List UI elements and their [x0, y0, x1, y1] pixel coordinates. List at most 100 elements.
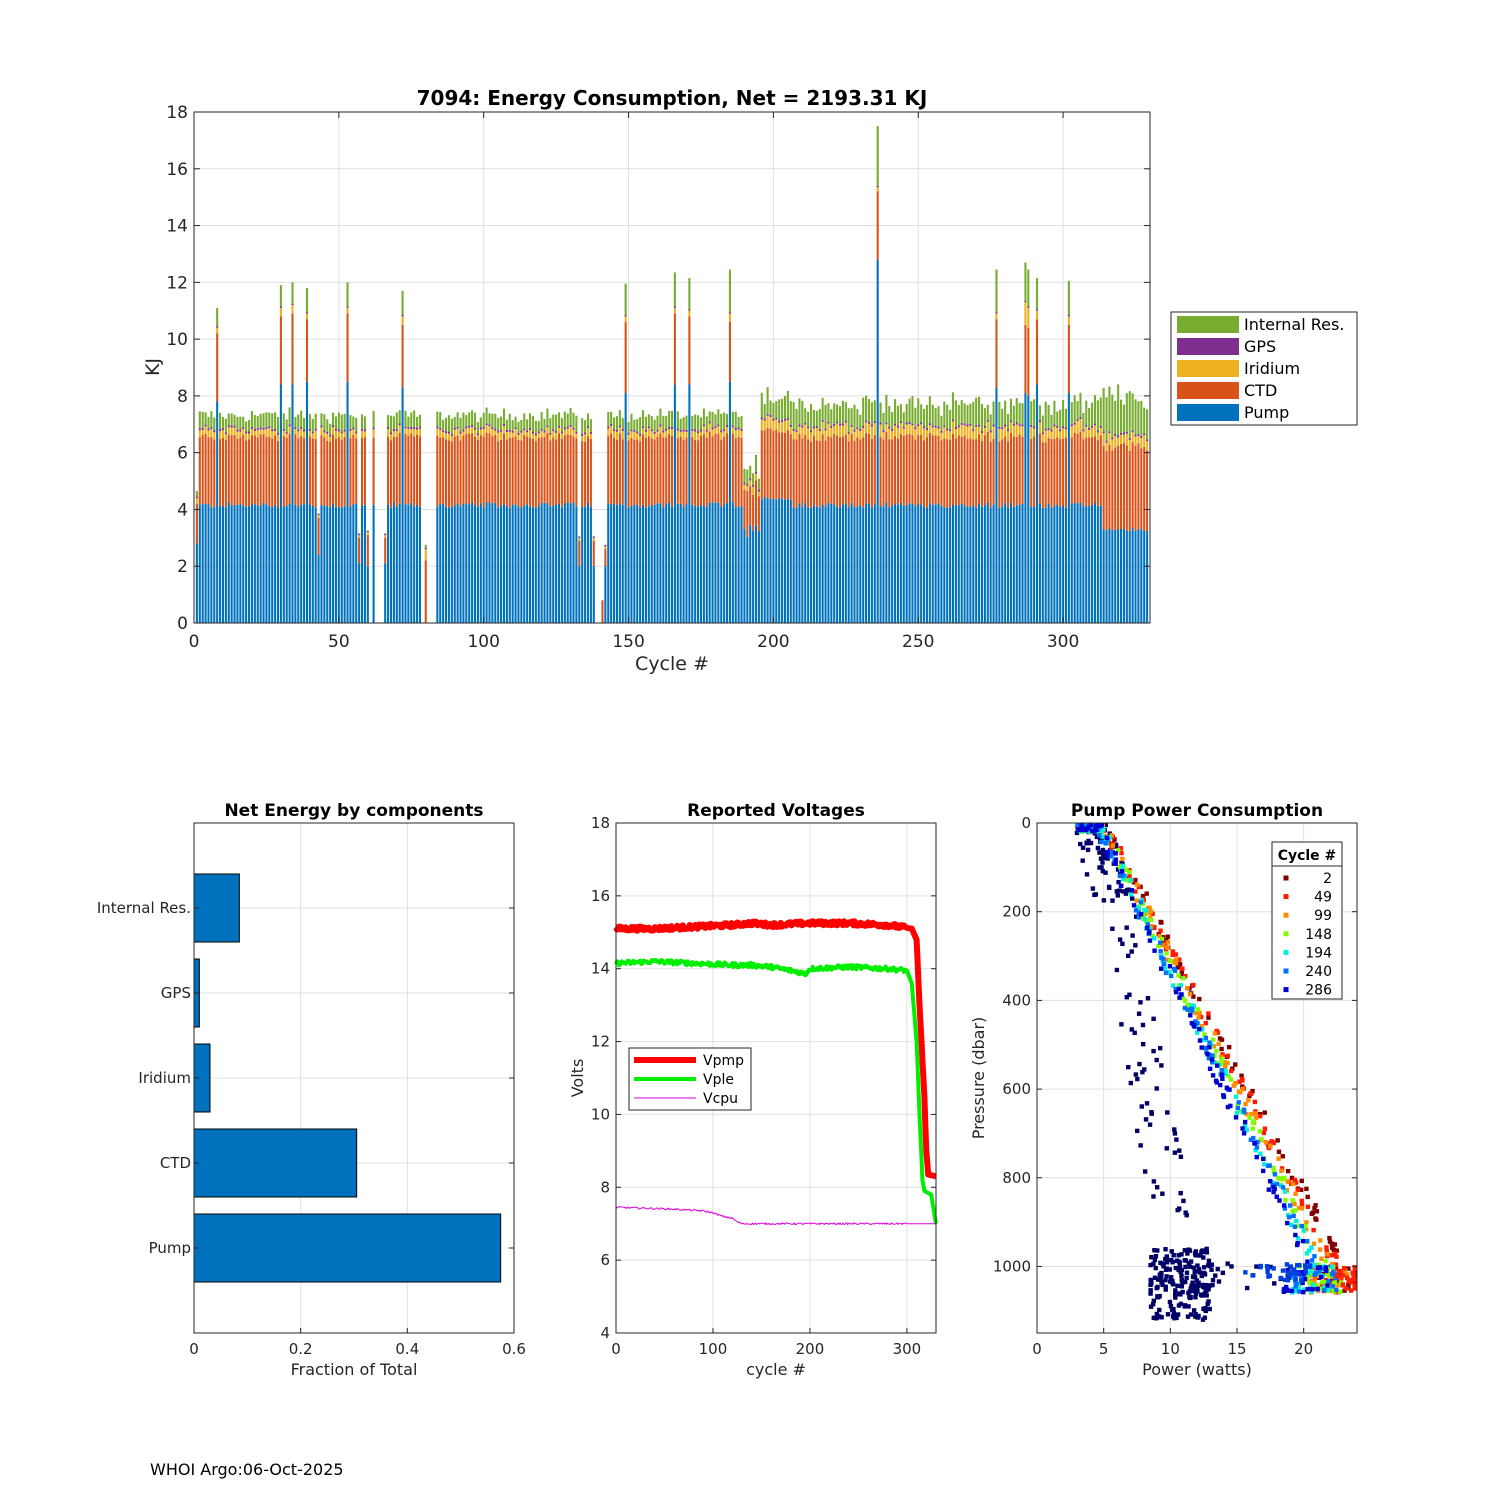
energy-bar-segment: [966, 439, 969, 507]
energy-bar-segment: [1088, 437, 1091, 507]
pump-power-point: [1292, 1224, 1298, 1229]
energy-bar-segment: [639, 507, 642, 623]
energy-bar-segment: [1108, 528, 1111, 623]
energy-bar-segment: [1035, 319, 1039, 385]
energy-bar-segment: [899, 421, 902, 424]
energy-bar-segment: [456, 503, 459, 623]
energy-bar-segment: [410, 412, 413, 427]
energy-bar-segment: [1082, 412, 1085, 430]
energy-bar-segment: [659, 408, 662, 425]
energy-bar-segment: [485, 432, 488, 503]
energy-bar-segment: [957, 427, 960, 436]
energy-bar-segment: [676, 438, 679, 504]
energy-bar-segment: [624, 283, 627, 315]
pump-power-point: [1327, 1235, 1332, 1241]
energy-bar-segment: [670, 506, 674, 623]
pump-power-point: [1148, 909, 1154, 914]
energy-bar-segment: [537, 437, 540, 506]
energy-bar-segment: [914, 439, 917, 507]
energy-bar-segment: [204, 424, 207, 427]
pump-power-point: [1149, 917, 1154, 923]
energy-bar-segment: [366, 530, 369, 533]
energy-bar-segment: [885, 422, 888, 425]
pump-power-point: [1191, 1265, 1196, 1270]
energy-bar-segment: [444, 506, 448, 623]
pump-power-point: [1095, 845, 1101, 851]
energy-bar-segment: [557, 427, 561, 434]
energy-bar-segment: [697, 415, 700, 432]
energy-bar-segment: [873, 423, 876, 436]
pump-power-point: [1193, 1312, 1198, 1317]
energy-bar-segment: [1062, 428, 1065, 439]
energy-bar-segment: [749, 486, 752, 525]
energy-bar-segment: [265, 436, 268, 505]
energy-bar-segment: [627, 440, 630, 508]
energy-bar-segment: [885, 431, 888, 503]
pump-power-point: [1224, 1085, 1230, 1090]
energy-bar-segment: [960, 400, 963, 423]
pump-power-point: [1210, 1053, 1215, 1058]
energy-bar-segment: [607, 411, 610, 427]
energy-bar-segment: [529, 427, 532, 430]
energy-bar-segment: [392, 416, 395, 429]
energy-bar-segment: [502, 504, 506, 623]
energy-bar-segment: [256, 430, 259, 438]
energy-bar-segment: [723, 412, 726, 429]
energy-bar-segment: [995, 269, 998, 313]
pump-power-point: [1217, 1036, 1223, 1041]
energy-bar-segment: [891, 439, 894, 506]
pump-power-point: [1199, 1249, 1204, 1255]
energy-bar-segment: [1088, 506, 1091, 623]
energy-bar-segment: [221, 430, 225, 438]
energy-bar-segment: [1067, 324, 1070, 394]
pump-power-point: [1196, 1015, 1201, 1020]
pump-power-point: [1334, 1287, 1339, 1292]
pump-power-point: [1289, 1175, 1295, 1181]
energy-bar-segment: [262, 434, 265, 503]
energy-bar-segment: [908, 434, 911, 504]
energy-bar-segment: [656, 429, 659, 432]
energy-bar-segment: [1088, 407, 1091, 428]
energy-bar-segment: [969, 506, 972, 623]
pump-power-point: [1257, 1113, 1263, 1119]
pump-power-point: [1293, 1180, 1299, 1185]
energy-x-tick-label: 300: [1047, 632, 1079, 652]
pump-power-point: [1250, 1088, 1255, 1094]
pump-power-point: [1182, 1005, 1188, 1011]
energy-bar-segment: [274, 428, 277, 431]
pump-power-point: [1157, 933, 1162, 939]
energy-bar-segment: [1105, 440, 1108, 443]
energy-bar-segment: [517, 435, 520, 440]
pump-power-point: [1157, 1307, 1162, 1313]
energy-bar-segment: [1018, 504, 1021, 623]
energy-bar-segment: [337, 507, 340, 623]
energy-bar-segment: [563, 411, 566, 428]
pump-power-point: [1142, 1067, 1147, 1072]
energy-bar-segment: [841, 504, 844, 623]
energy-bar-segment: [569, 407, 572, 425]
energy-bar-segment: [546, 502, 549, 623]
energy-bar-segment: [786, 418, 789, 421]
energy-bar-segment: [1093, 502, 1097, 623]
energy-bar-segment: [300, 427, 303, 430]
energy-bar-segment: [1015, 398, 1018, 423]
energy-bar-segment: [838, 425, 842, 438]
energy-bar-segment: [346, 307, 349, 314]
energy-bar-segment: [494, 434, 497, 503]
energy-bar-segment: [311, 431, 314, 434]
pump-power-point: [1199, 1023, 1205, 1029]
energy-legend-label: GPS: [1244, 337, 1276, 356]
energy-bar-segment: [444, 417, 448, 432]
energy-bar-segment: [911, 425, 914, 436]
energy-bar-segment: [902, 435, 905, 506]
energy-bar-segment: [276, 507, 280, 623]
pump-power-point: [1195, 1020, 1200, 1026]
energy-bar-segment: [740, 437, 743, 507]
energy-bar-segment: [1012, 425, 1015, 437]
pump-power-point: [1330, 1261, 1335, 1267]
energy-bar-segment: [523, 413, 526, 429]
energy-bar-segment: [769, 428, 772, 499]
energy-bar-segment: [366, 566, 369, 623]
pump-power-point: [1210, 1037, 1216, 1042]
energy-bar-segment: [491, 429, 494, 437]
